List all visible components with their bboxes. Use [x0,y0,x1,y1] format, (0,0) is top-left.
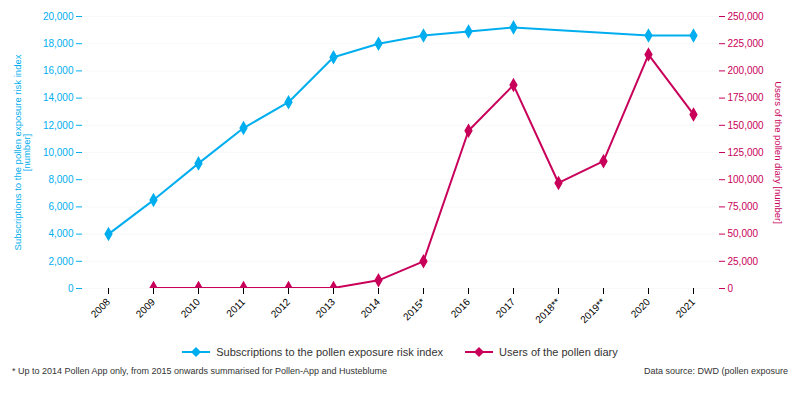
svg-text:2021: 2021 [674,296,698,320]
svg-text:2020: 2020 [629,296,653,320]
svg-text:2009: 2009 [134,296,158,320]
svg-text:25,000: 25,000 [728,255,759,266]
svg-text:12,000: 12,000 [43,120,74,131]
svg-text:2019**: 2019** [578,296,607,325]
svg-text:2013: 2013 [314,296,338,320]
svg-text:10,000: 10,000 [43,147,74,158]
svg-text:4,000: 4,000 [48,228,73,239]
svg-text:2010: 2010 [179,296,203,320]
svg-text:100,000: 100,000 [728,174,765,185]
svg-text:2018**: 2018** [533,296,562,325]
svg-text:2,000: 2,000 [48,255,73,266]
svg-text:6,000: 6,000 [48,201,73,212]
svg-text:Subscriptions to the pollen ex: Subscriptions to the pollen exposure ris… [12,54,33,250]
svg-text:16,000: 16,000 [43,65,74,76]
svg-text:20,000: 20,000 [43,11,74,22]
svg-text:18,000: 18,000 [43,38,74,49]
svg-text:125,000: 125,000 [728,147,765,158]
svg-text:0: 0 [728,283,734,294]
svg-text:14,000: 14,000 [43,92,74,103]
svg-text:175,000: 175,000 [728,92,765,103]
html-text:Subscriptions to the pollen ex: Subscriptions to the pollen exposure ris… [216,346,444,358]
svg-text:2015*: 2015* [401,296,427,322]
svg-text:2017: 2017 [494,296,518,320]
svg-text:2008: 2008 [89,296,113,320]
svg-text:2016: 2016 [449,296,473,320]
svg-text:Users of the pollen diary [num: Users of the pollen diary [number] [773,81,784,224]
html-text:Data source: DWD (pollen expos: Data source: DWD (pollen exposure [643,366,788,376]
svg-text:150,000: 150,000 [728,120,765,131]
html-text:Users of the pollen diary: Users of the pollen diary [499,346,618,358]
svg-text:75,000: 75,000 [728,201,759,212]
svg-text:2014: 2014 [359,296,383,320]
svg-text:0: 0 [68,283,74,294]
svg-text:225,000: 225,000 [728,38,765,49]
svg-text:200,000: 200,000 [728,65,765,76]
svg-text:8,000: 8,000 [48,174,73,185]
svg-text:50,000: 50,000 [728,228,759,239]
svg-text:2011: 2011 [224,296,247,319]
html-text:* Up to 2014 Pollen App only,: * Up to 2014 Pollen App only, from 2015 … [12,366,387,376]
svg-text:250,000: 250,000 [728,11,765,22]
svg-text:2012: 2012 [269,296,293,320]
